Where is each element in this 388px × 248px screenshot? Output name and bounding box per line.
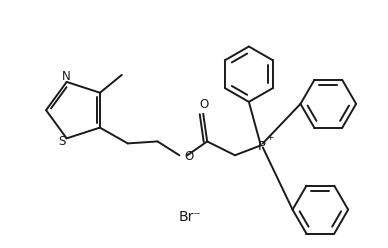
Text: O: O (184, 150, 194, 163)
Text: S: S (58, 135, 65, 148)
Text: Br⁻: Br⁻ (178, 210, 201, 224)
Text: N: N (62, 69, 71, 83)
Text: P: P (258, 140, 266, 153)
Text: O: O (199, 98, 209, 111)
Text: +: + (266, 133, 274, 142)
